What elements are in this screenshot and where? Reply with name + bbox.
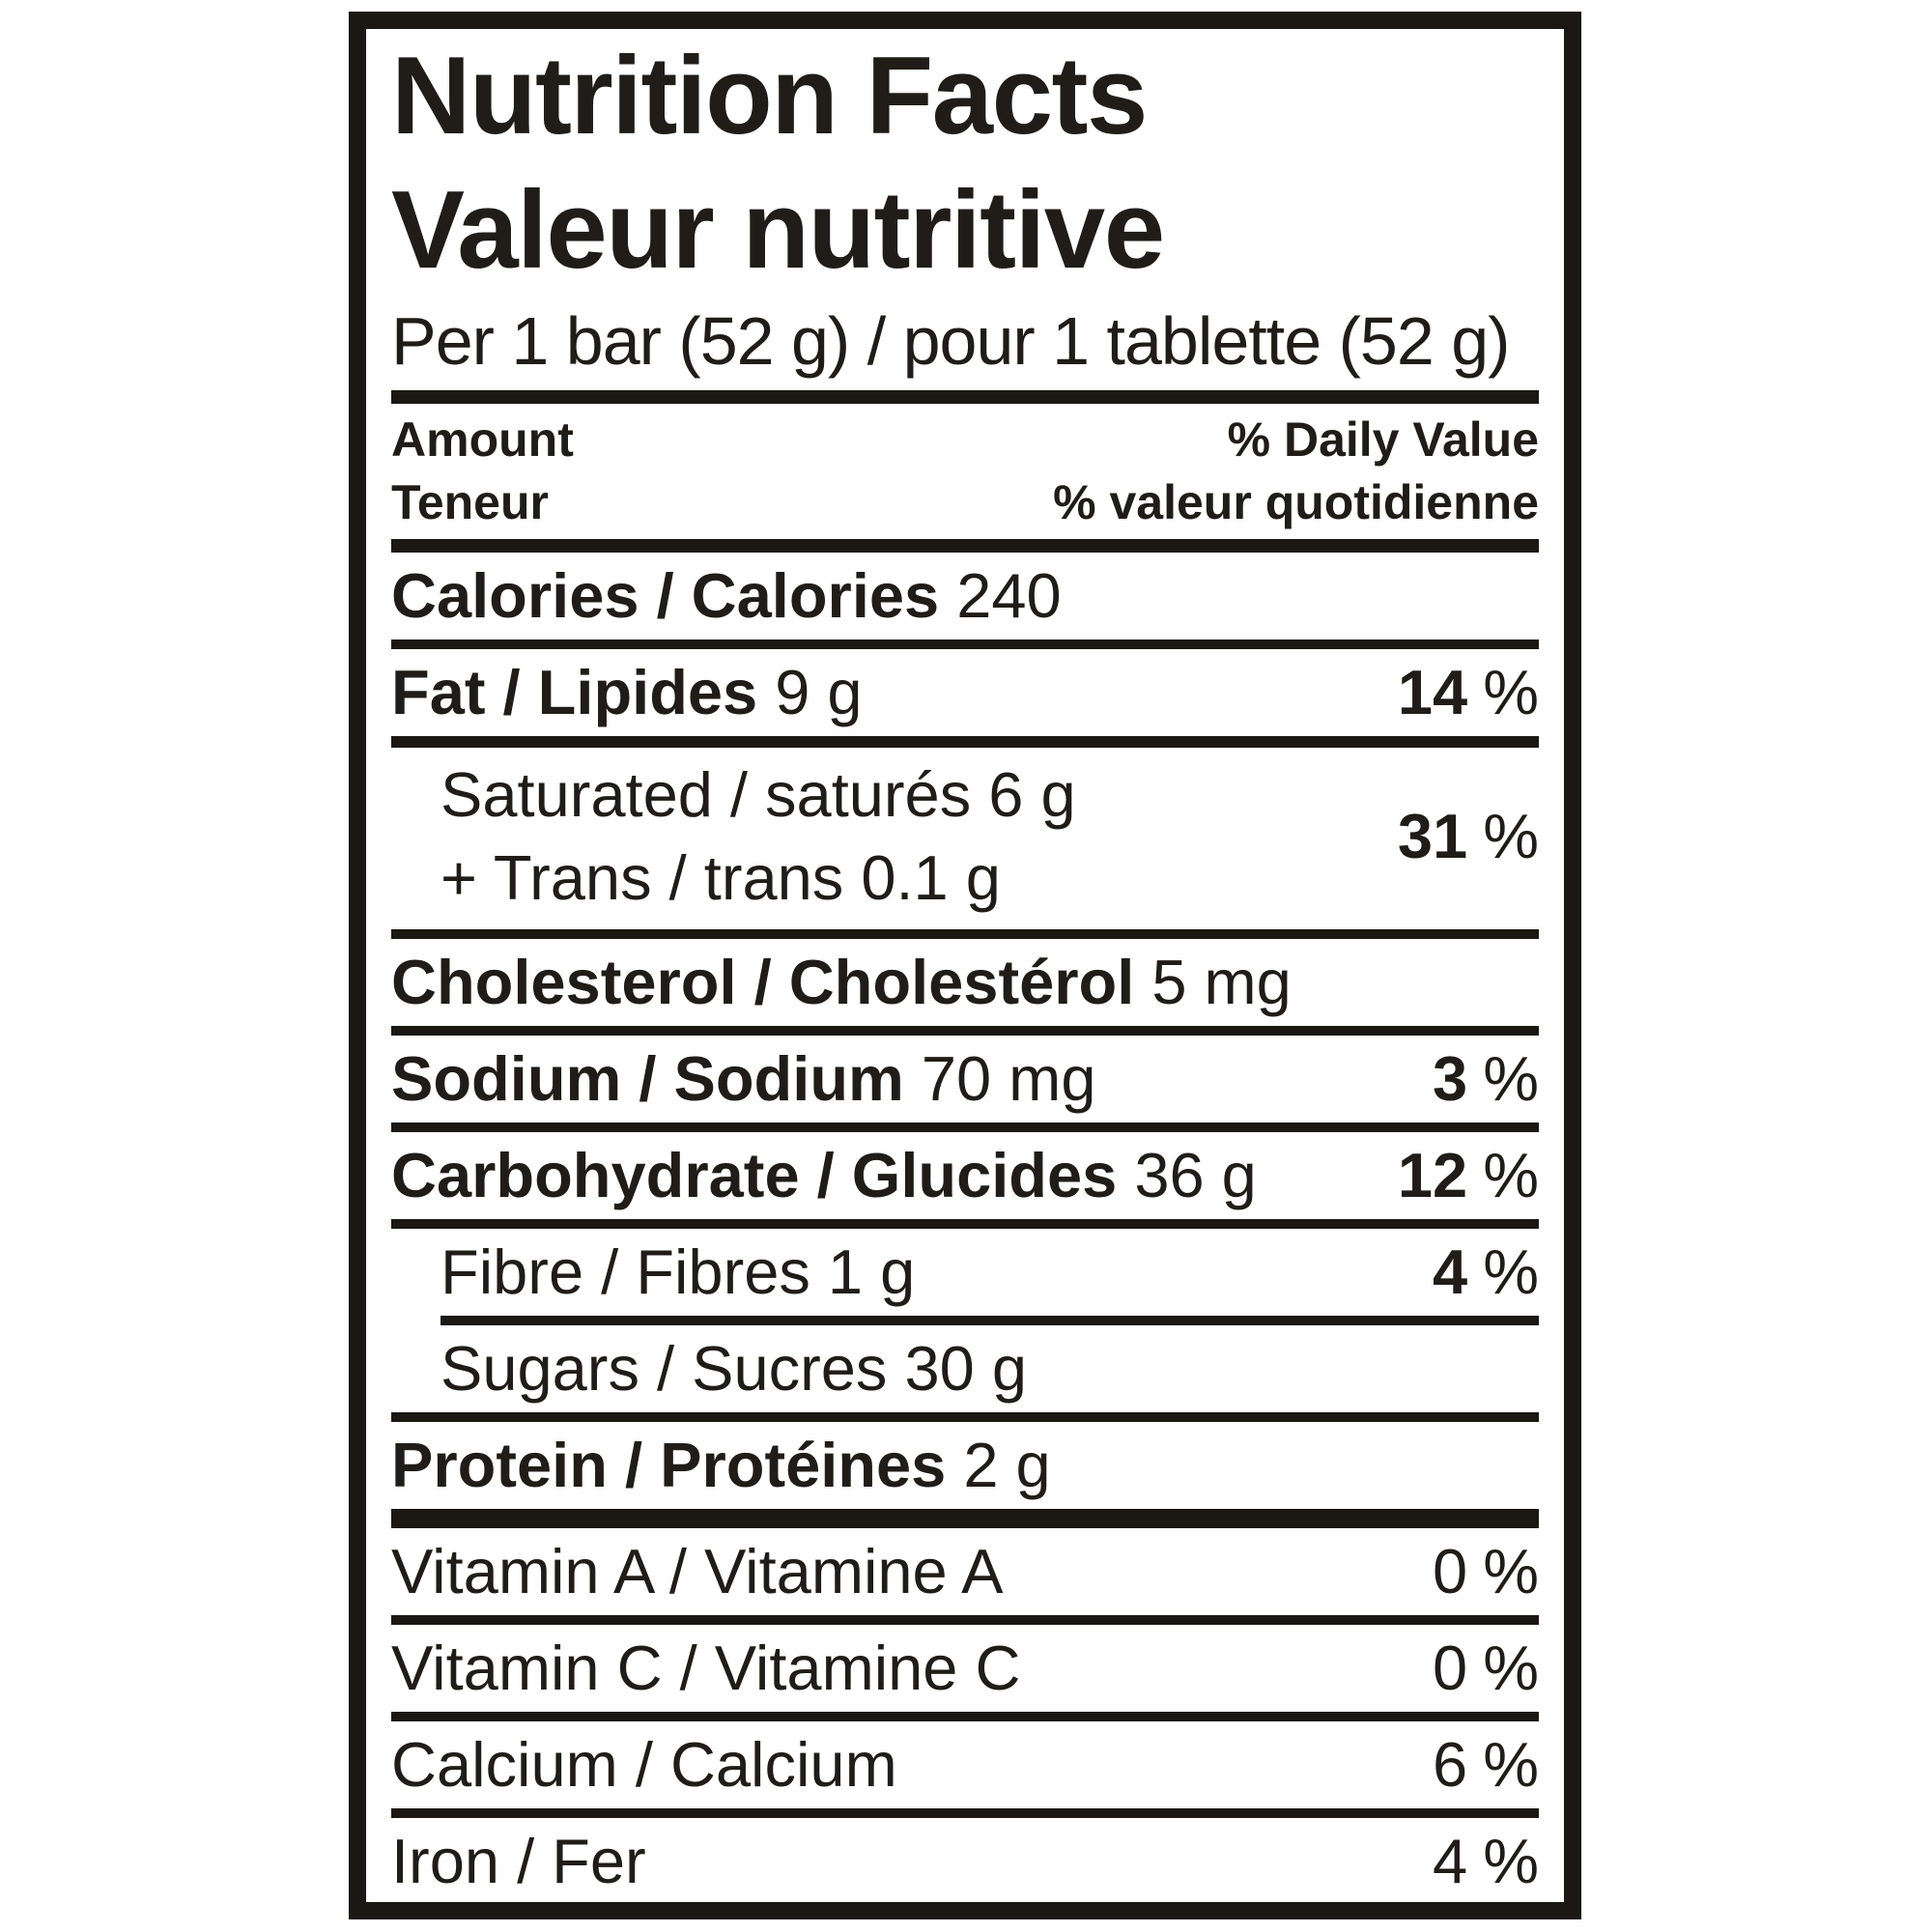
saturated-daily-value: 31% bbox=[1397, 801, 1539, 872]
row-sugars: Sugars / Sucres 30 g bbox=[391, 1325, 1539, 1412]
row-saturated-trans: Saturated / saturés 6 g + Trans / trans … bbox=[391, 748, 1539, 929]
sodium-value: 70 mg bbox=[921, 1042, 1096, 1114]
percent-sign: % bbox=[1483, 1825, 1539, 1896]
title-english: Nutrition Facts bbox=[391, 35, 1148, 157]
daily-value-header-fr: % valeur quotidienne bbox=[1053, 475, 1539, 530]
row-vitamin-c: Vitamin C / Vitamine C 0% bbox=[391, 1625, 1539, 1712]
percent-sign: % bbox=[1483, 657, 1539, 728]
percent-sign: % bbox=[1483, 1728, 1539, 1800]
title-french: Valeur nutritive bbox=[391, 169, 1165, 293]
carbohydrate-label: Carbohydrate / Glucides 36 g bbox=[391, 1139, 1257, 1210]
sodium-label: Sodium / Sodium 70 mg bbox=[391, 1042, 1096, 1114]
protein-label: Protein / Protéines 2 g bbox=[391, 1429, 1051, 1500]
divider bbox=[391, 1711, 1539, 1721]
divider bbox=[391, 1614, 1539, 1625]
vitamin-c-daily-value: 0% bbox=[1433, 1632, 1539, 1703]
row-cholesterol: Cholesterol / Cholestérol 5 mg bbox=[391, 939, 1539, 1026]
daily-value-header-en: % Daily Value bbox=[1227, 412, 1539, 468]
fat-daily-value: 14% bbox=[1397, 657, 1539, 728]
percent-sign: % bbox=[1483, 1236, 1539, 1307]
amount-header-fr: Teneur bbox=[391, 475, 549, 530]
row-carbohydrate: Carbohydrate / Glucides 36 g 12% bbox=[391, 1132, 1539, 1219]
percent-sign: % bbox=[1483, 1139, 1539, 1210]
nutrition-facts-label: Nutrition Facts Valeur nutritive Per 1 b… bbox=[349, 12, 1581, 1919]
calcium-daily-value: 6% bbox=[1433, 1728, 1539, 1800]
saturated-line: Saturated / saturés 6 g bbox=[440, 759, 1076, 831]
divider bbox=[391, 736, 1539, 749]
serving-size: Per 1 bar (52 g) / pour 1 tablette (52 g… bbox=[391, 303, 1510, 380]
amount-column-header: Amount Teneur bbox=[391, 409, 574, 534]
header-separator-bar bbox=[391, 390, 1539, 405]
cholesterol-label: Cholesterol / Cholestérol 5 mg bbox=[391, 946, 1292, 1017]
fat-value: 9 g bbox=[775, 657, 863, 728]
sodium-daily-value: 3% bbox=[1433, 1042, 1539, 1114]
amount-header-en: Amount bbox=[391, 412, 574, 468]
divider bbox=[391, 1411, 1539, 1422]
carbohydrate-daily-value: 12% bbox=[1397, 1139, 1539, 1210]
fibre-daily-value: 4% bbox=[1433, 1236, 1539, 1307]
trans-line: + Trans / trans 0.1 g bbox=[440, 841, 1001, 913]
cholesterol-value: 5 mg bbox=[1151, 946, 1292, 1017]
divider bbox=[391, 639, 1539, 650]
sugars-label: Sugars / Sucres 30 g bbox=[440, 1332, 1027, 1404]
fat-label: Fat / Lipides 9 g bbox=[391, 657, 863, 728]
vitamin-a-label: Vitamin A / Vitamine A bbox=[391, 1535, 1004, 1606]
calories-value: 240 bbox=[956, 560, 1062, 632]
daily-value-column-header: % Daily Value % valeur quotidienne bbox=[1053, 409, 1539, 534]
column-header-separator-bar bbox=[391, 539, 1539, 554]
micronutrient-separator-bar bbox=[391, 1508, 1539, 1528]
row-iron: Iron / Fer 4% bbox=[391, 1818, 1539, 1902]
fibre-label: Fibre / Fibres 1 g bbox=[440, 1236, 916, 1307]
vitamin-a-daily-value: 0% bbox=[1433, 1535, 1539, 1606]
percent-sign: % bbox=[1483, 1042, 1539, 1114]
calories-label: Calories / Calories 240 bbox=[391, 560, 1062, 632]
iron-label: Iron / Fer bbox=[391, 1825, 646, 1896]
row-vitamin-a: Vitamin A / Vitamine A 0% bbox=[391, 1528, 1539, 1615]
divider bbox=[391, 1807, 1539, 1818]
row-calories: Calories / Calories 240 bbox=[391, 553, 1539, 639]
vitamin-c-label: Vitamin C / Vitamine C bbox=[391, 1632, 1021, 1703]
protein-value: 2 g bbox=[963, 1429, 1051, 1500]
iron-daily-value: 4% bbox=[1433, 1825, 1539, 1896]
carbohydrate-value: 36 g bbox=[1134, 1139, 1257, 1210]
divider bbox=[391, 1122, 1539, 1132]
row-fat: Fat / Lipides 9 g 14% bbox=[391, 649, 1539, 736]
divider bbox=[391, 1025, 1539, 1036]
percent-sign: % bbox=[1483, 801, 1539, 872]
divider-indented bbox=[440, 1315, 1539, 1325]
row-sodium: Sodium / Sodium 70 mg 3% bbox=[391, 1036, 1539, 1122]
row-calcium: Calcium / Calcium 6% bbox=[391, 1721, 1539, 1808]
row-fibre: Fibre / Fibres 1 g 4% bbox=[391, 1229, 1539, 1316]
percent-sign: % bbox=[1483, 1535, 1539, 1606]
saturated-trans-label: Saturated / saturés 6 g + Trans / trans … bbox=[391, 753, 1076, 920]
divider bbox=[391, 1218, 1539, 1229]
calcium-label: Calcium / Calcium bbox=[391, 1728, 897, 1800]
percent-sign: % bbox=[1483, 1632, 1539, 1703]
row-protein: Protein / Protéines 2 g bbox=[391, 1422, 1539, 1509]
divider bbox=[391, 928, 1539, 939]
column-headers: Amount Teneur % Daily Value % valeur quo… bbox=[391, 404, 1539, 539]
